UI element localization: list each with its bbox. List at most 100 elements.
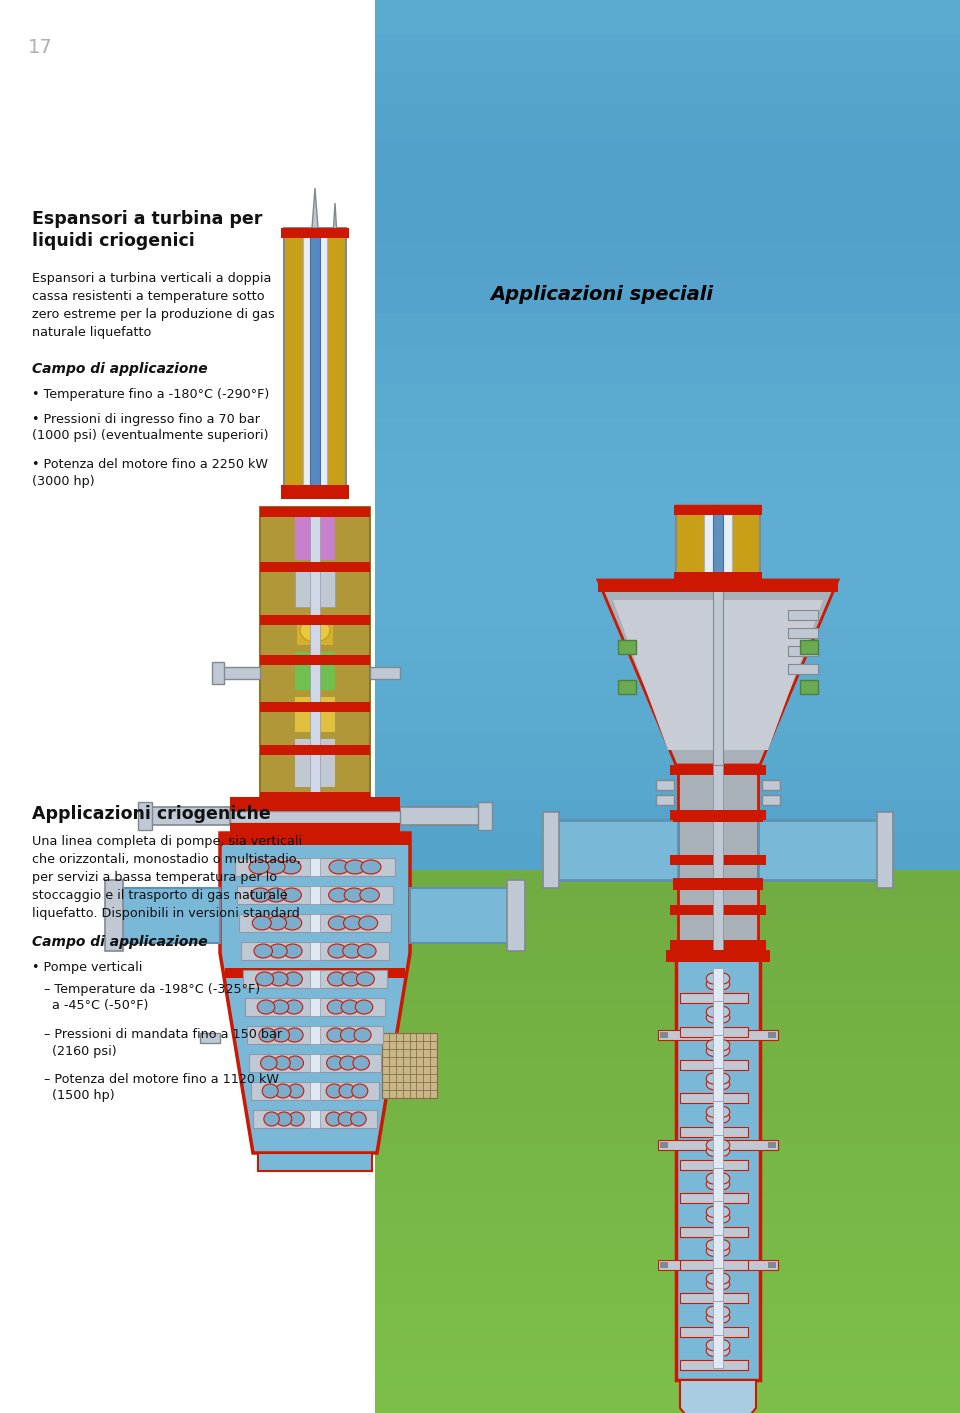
Polygon shape [220,834,410,1153]
Bar [507,880,525,951]
Bar [375,1087,960,1115]
Ellipse shape [252,916,272,930]
Bar [713,1235,723,1267]
Bar [670,940,766,950]
Ellipse shape [249,861,269,875]
Bar [303,227,327,493]
Bar [375,557,960,592]
Bar [375,0,960,870]
Text: • Pressioni di ingresso fino a 70 bar
(1000 psi) (eventualmente superiori): • Pressioni di ingresso fino a 70 bar (1… [32,413,269,442]
Bar [877,812,893,887]
Ellipse shape [259,1029,276,1041]
Bar [673,877,763,890]
Bar [788,610,818,620]
Bar [310,507,320,797]
Ellipse shape [707,1279,721,1290]
Ellipse shape [715,1239,730,1251]
Ellipse shape [707,1146,721,1156]
Bar [713,1201,723,1235]
Bar [762,780,780,790]
Ellipse shape [275,1084,291,1098]
Bar [212,663,224,684]
Bar [375,418,960,452]
Bar [0,0,30,1413]
Ellipse shape [707,1040,721,1051]
Text: Campo di applicazione: Campo di applicazione [32,362,207,376]
Bar [375,105,960,140]
Text: Campo di applicazione: Campo di applicazione [32,935,207,950]
Ellipse shape [707,1106,721,1118]
Ellipse shape [354,1029,372,1041]
Ellipse shape [707,1245,721,1256]
Bar [110,887,220,942]
Bar [200,1033,220,1043]
Bar [800,640,818,654]
Bar [382,1033,437,1098]
Bar [680,1194,748,1204]
Ellipse shape [707,1006,721,1017]
Ellipse shape [341,1029,357,1041]
Text: • Potenza del motore fino a 2250 kW
(3000 hp): • Potenza del motore fino a 2250 kW (300… [32,458,268,487]
Ellipse shape [715,1173,730,1184]
Ellipse shape [327,1000,345,1015]
Ellipse shape [328,944,347,958]
Bar [666,950,770,962]
Ellipse shape [342,972,360,986]
Bar [713,1101,723,1135]
Bar [138,803,152,829]
Ellipse shape [345,861,365,875]
Bar [680,1359,748,1371]
Ellipse shape [707,1046,721,1057]
Bar [260,793,370,803]
Bar [251,1082,379,1099]
Bar [658,1030,778,1040]
Ellipse shape [715,1106,730,1118]
Bar [713,1335,723,1368]
Bar [713,1135,723,1169]
Ellipse shape [341,1000,359,1015]
Bar [660,1031,668,1039]
Bar [260,615,370,625]
Text: Applicazioni criogeniche: Applicazioni criogeniche [32,805,271,822]
Ellipse shape [340,1056,356,1070]
Bar [310,858,320,876]
Ellipse shape [351,1084,368,1098]
Ellipse shape [707,1173,721,1184]
Bar [680,1027,748,1037]
Bar [0,0,375,1413]
Bar [249,1054,381,1072]
Ellipse shape [715,1178,730,1190]
Bar [235,858,395,876]
Polygon shape [680,1381,756,1413]
Bar [375,521,960,557]
Ellipse shape [707,1072,721,1084]
Ellipse shape [344,916,363,930]
Bar [220,834,410,845]
Ellipse shape [343,944,361,958]
Text: Espansori a turbina verticali a doppia
cassa resistenti a temperature sotto
zero: Espansori a turbina verticali a doppia c… [32,271,275,339]
Ellipse shape [707,1178,721,1190]
Bar [260,507,370,517]
Bar [375,1277,960,1304]
Bar [247,1026,383,1044]
Ellipse shape [289,1112,304,1126]
Bar [225,968,405,978]
Ellipse shape [715,974,730,983]
Ellipse shape [274,1056,290,1070]
Bar [310,886,320,904]
Bar [713,1034,723,1068]
Bar [680,993,748,1003]
Ellipse shape [715,1146,730,1156]
Bar [758,820,888,880]
Bar [241,942,389,959]
Polygon shape [598,579,838,764]
Bar [260,745,370,755]
Bar [310,1082,320,1099]
Bar [375,897,960,924]
Bar [105,880,123,951]
Bar [548,820,678,880]
Text: – Pressioni di mandata fino a 150 bar
  (2160 psi): – Pressioni di mandata fino a 150 bar (2… [44,1029,282,1057]
Ellipse shape [350,1112,366,1126]
Ellipse shape [356,972,374,986]
Ellipse shape [715,1112,730,1123]
